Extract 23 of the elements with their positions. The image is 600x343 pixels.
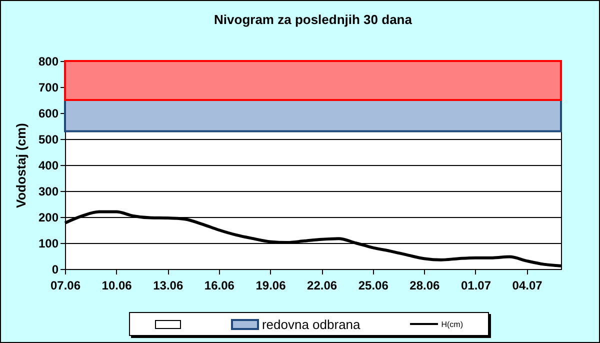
x-tick-label: 07.06 [50,278,81,292]
x-tick-label: 13.06 [153,278,184,292]
x-tick-label: 04.07 [512,278,543,292]
y-tick-label: 700 [38,80,59,94]
legend-label: H(cm) [441,320,464,328]
x-tick-label: 16.06 [204,278,235,292]
y-tick-label: 500 [38,132,59,146]
y-tick-label: 600 [38,106,59,120]
x-tick-label: 10.06 [102,278,132,292]
x-tick-label: 19.06 [256,278,286,292]
y-tick-label: 400 [38,158,59,172]
y-tick-label: 200 [38,210,59,224]
x-tick-label: 22.06 [307,278,338,292]
x-tick-label: 01.07 [460,278,492,292]
legend-label: redovna odbrana [262,316,360,332]
y-tick-label: 100 [38,236,59,250]
x-tick-label: 28.06 [410,278,440,292]
y-tick-label: 300 [38,184,59,198]
y-tick-label: 800 [38,54,59,68]
chart-title: Nivogram za poslednjih 30 dana [214,12,413,27]
y-axis-title: Vodostaj (cm) [13,123,28,208]
x-tick-label: 25.06 [358,278,389,292]
y-tick-label: 0 [52,262,59,276]
